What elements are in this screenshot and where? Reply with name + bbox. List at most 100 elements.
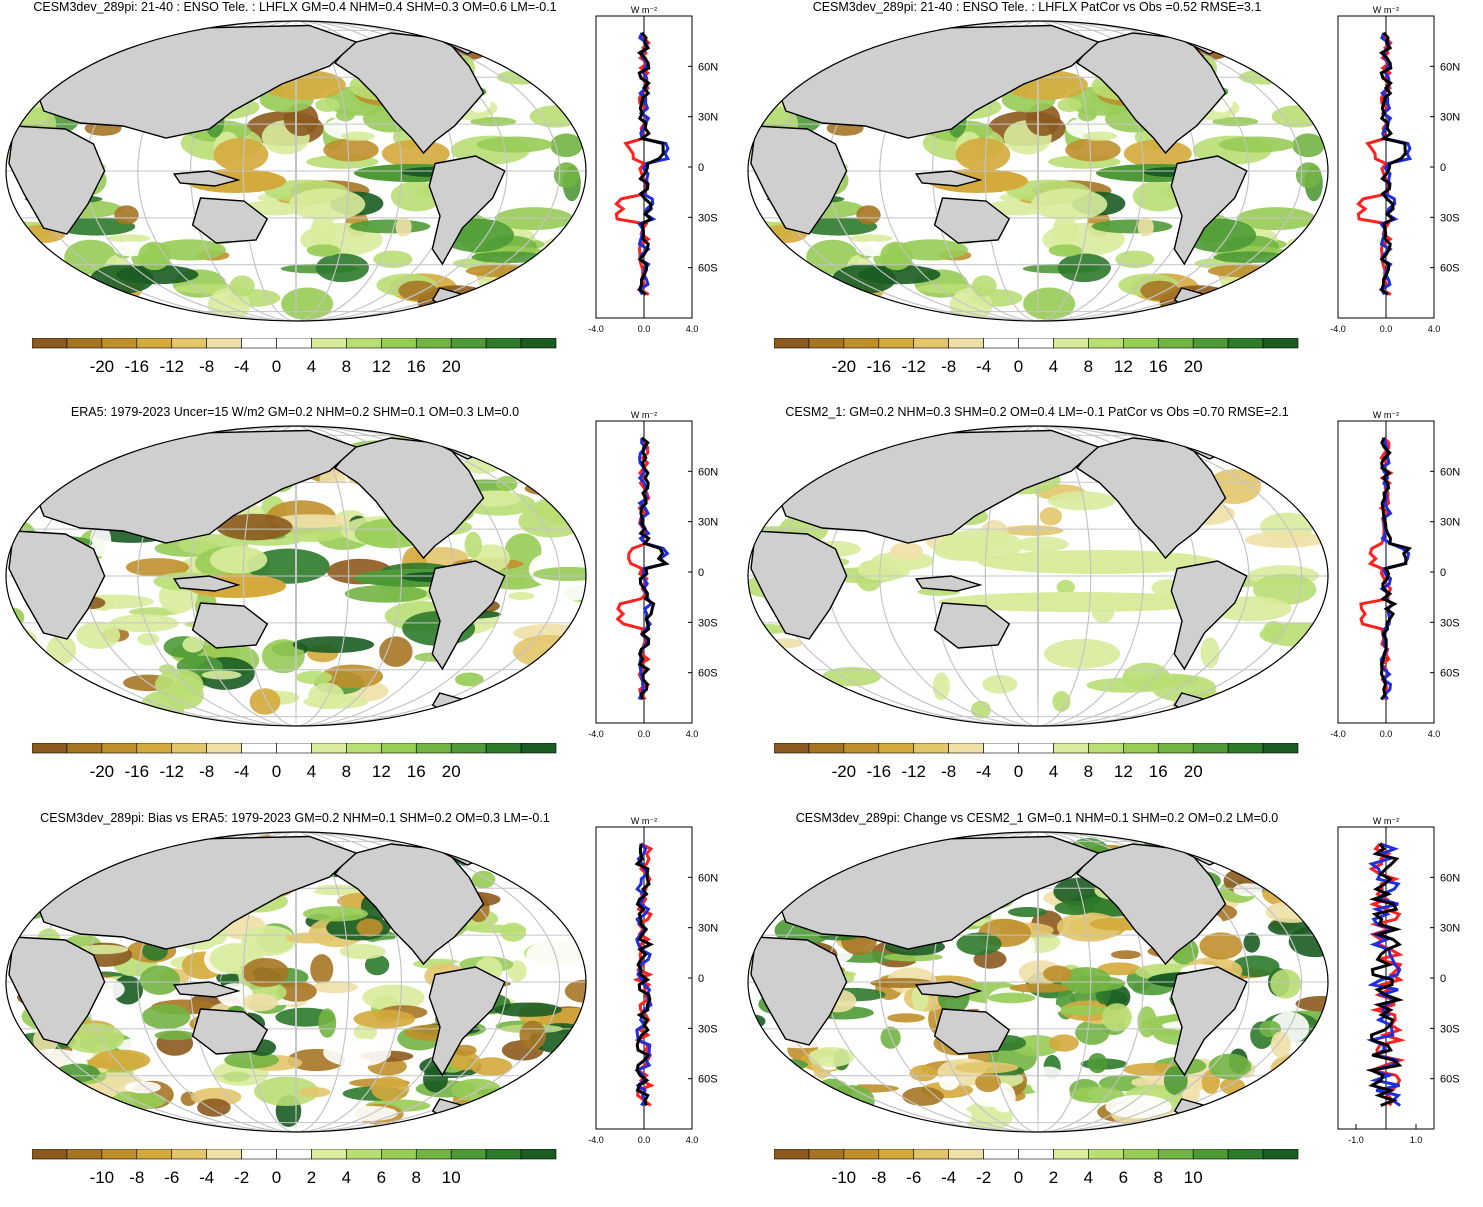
colorbar-label: -20 bbox=[90, 357, 115, 376]
zonal-mean-profile: W m⁻² -4.0 0.0 4.0 60N 30N 0 30S 60S bbox=[588, 410, 718, 739]
colorbar-swatch bbox=[276, 1149, 312, 1160]
zonal-lat-label: 60N bbox=[1440, 466, 1460, 478]
continent-shape bbox=[750, 936, 848, 1046]
colorbar-label: -16 bbox=[867, 357, 892, 376]
colorbar-label: 4 bbox=[307, 762, 316, 781]
colorbar-swatch bbox=[1088, 338, 1124, 349]
colorbar-label: 4 bbox=[307, 357, 316, 376]
colorbar-swatch bbox=[1157, 743, 1194, 754]
zonal-mean-profile: W m⁻² -4.0 0.0 4.0 60N 30N 0 30S 60S bbox=[1330, 410, 1460, 739]
colorbar-swatch bbox=[381, 1149, 417, 1160]
continent-shape bbox=[333, 843, 485, 966]
zonal-xtick: 4.0 bbox=[686, 1135, 699, 1145]
colorbar-label: 6 bbox=[377, 1168, 386, 1187]
world-map bbox=[5, 425, 587, 727]
zonal-line-black bbox=[1378, 31, 1407, 296]
panel-3: ERA5: 1979-2023 Uncer=15 W/m2 GM=0.2 NHM… bbox=[0, 405, 741, 801]
zonal-line-black bbox=[1366, 842, 1404, 1107]
zonal-xtick: -1.0 bbox=[1348, 1135, 1364, 1145]
colorbar-label: -8 bbox=[129, 1168, 144, 1187]
zonal-lat-label: 0 bbox=[1440, 973, 1446, 985]
colorbar-swatch bbox=[774, 1149, 810, 1160]
colorbar-swatch bbox=[1157, 1149, 1194, 1160]
colorbar-label: 16 bbox=[1149, 357, 1168, 376]
colorbar-swatch bbox=[136, 743, 173, 754]
colorbar-label: 2 bbox=[307, 1168, 316, 1187]
zonal-lat-label: 30S bbox=[698, 1023, 718, 1035]
colorbar-swatch bbox=[913, 1149, 949, 1160]
colorbar-swatch bbox=[415, 338, 452, 349]
zonal-xtick: -4.0 bbox=[588, 1135, 604, 1145]
colorbar-swatch bbox=[346, 338, 382, 349]
colorbar-swatch bbox=[381, 743, 417, 754]
zonal-xtick: -4.0 bbox=[1330, 729, 1346, 739]
colorbar-swatch bbox=[1053, 1149, 1089, 1160]
colorbar-label: 8 bbox=[1154, 1168, 1163, 1187]
continent-shape bbox=[172, 575, 241, 592]
colorbar-label: 0 bbox=[1014, 1168, 1023, 1187]
colorbar: -10 -8 -6 -4 -2 0 2 4 6 8 10 bbox=[32, 1149, 557, 1187]
zonal-units: W m⁻² bbox=[1373, 410, 1399, 420]
panel-4: CESM2_1: GM=0.2 NHM=0.3 SHM=0.2 OM=0.4 L… bbox=[742, 405, 1483, 801]
zonal-xtick: 0.0 bbox=[1380, 324, 1393, 334]
zonal-lat-label: 0 bbox=[698, 973, 704, 985]
zonal-line-blue bbox=[634, 842, 653, 1107]
zonal-lat-label: 30N bbox=[698, 112, 718, 124]
colorbar-label: 8 bbox=[342, 762, 351, 781]
colorbar-label: -8 bbox=[871, 1168, 886, 1187]
colorbar-label: -10 bbox=[832, 1168, 857, 1187]
colorbar-swatch bbox=[1018, 743, 1054, 754]
colorbar-swatch bbox=[346, 743, 382, 754]
colorbar-label: 0 bbox=[1014, 357, 1023, 376]
colorbar-swatch bbox=[983, 743, 1019, 754]
colorbar-label: 0 bbox=[272, 762, 281, 781]
continent-shape bbox=[172, 170, 241, 187]
continent-shape bbox=[914, 981, 983, 998]
zonal-lat-label: 30S bbox=[698, 617, 718, 629]
zonal-xtick: -4.0 bbox=[588, 324, 604, 334]
colorbar-swatch bbox=[1088, 1149, 1124, 1160]
zonal-lat-label: 60S bbox=[698, 668, 718, 680]
colorbar-swatch bbox=[1227, 338, 1264, 349]
colorbar-label: -10 bbox=[90, 1168, 115, 1187]
colorbar-label: 2 bbox=[1049, 1168, 1058, 1187]
colorbar-swatch bbox=[1018, 338, 1054, 349]
continent-shape bbox=[750, 125, 848, 235]
colorbar-label: -2 bbox=[976, 1168, 991, 1187]
zonal-lat-label: 30N bbox=[1440, 923, 1460, 935]
colorbar-label: 6 bbox=[1119, 1168, 1128, 1187]
panel-title: ERA5: 1979-2023 Uncer=15 W/m2 GM=0.2 NHM… bbox=[70, 405, 520, 419]
zonal-line-black bbox=[636, 31, 665, 296]
zonal-lat-label: 0 bbox=[1440, 162, 1446, 174]
colorbar-swatch bbox=[878, 1149, 915, 1160]
colorbar-swatch bbox=[485, 743, 522, 754]
colorbar-label: -4 bbox=[976, 762, 991, 781]
colorbar-swatch bbox=[774, 743, 810, 754]
zonal-xtick: 4.0 bbox=[1428, 324, 1441, 334]
colorbar-label: -6 bbox=[164, 1168, 179, 1187]
colorbar-label: -4 bbox=[976, 357, 991, 376]
colorbar-swatch bbox=[1157, 338, 1194, 349]
colorbar-label: 16 bbox=[407, 357, 426, 376]
colorbar-swatch bbox=[485, 338, 522, 349]
colorbar-label: 0 bbox=[272, 1168, 281, 1187]
zonal-xtick: 0.0 bbox=[638, 1135, 651, 1145]
continent-shape bbox=[333, 437, 485, 560]
continent-shape bbox=[1075, 32, 1227, 155]
zonal-units: W m⁻² bbox=[1373, 816, 1399, 826]
colorbar-label: -12 bbox=[901, 357, 926, 376]
colorbar-label: 0 bbox=[272, 357, 281, 376]
panel-6: CESM3dev_289pi: Change vs CESM2_1 GM=0.1… bbox=[742, 811, 1483, 1207]
zonal-lat-label: 60N bbox=[698, 61, 718, 73]
colorbar-label: 20 bbox=[442, 762, 461, 781]
continent-shape bbox=[914, 575, 983, 592]
colorbar-swatch bbox=[32, 338, 68, 349]
colorbar-swatch bbox=[1192, 338, 1229, 349]
zonal-lat-label: 30S bbox=[698, 212, 718, 224]
world-map bbox=[747, 831, 1329, 1133]
colorbar-swatch bbox=[66, 1149, 103, 1160]
colorbar-label: -12 bbox=[901, 762, 926, 781]
colorbar-swatch bbox=[311, 743, 347, 754]
colorbar-swatch bbox=[450, 338, 487, 349]
colorbar-swatch bbox=[1227, 1149, 1264, 1160]
